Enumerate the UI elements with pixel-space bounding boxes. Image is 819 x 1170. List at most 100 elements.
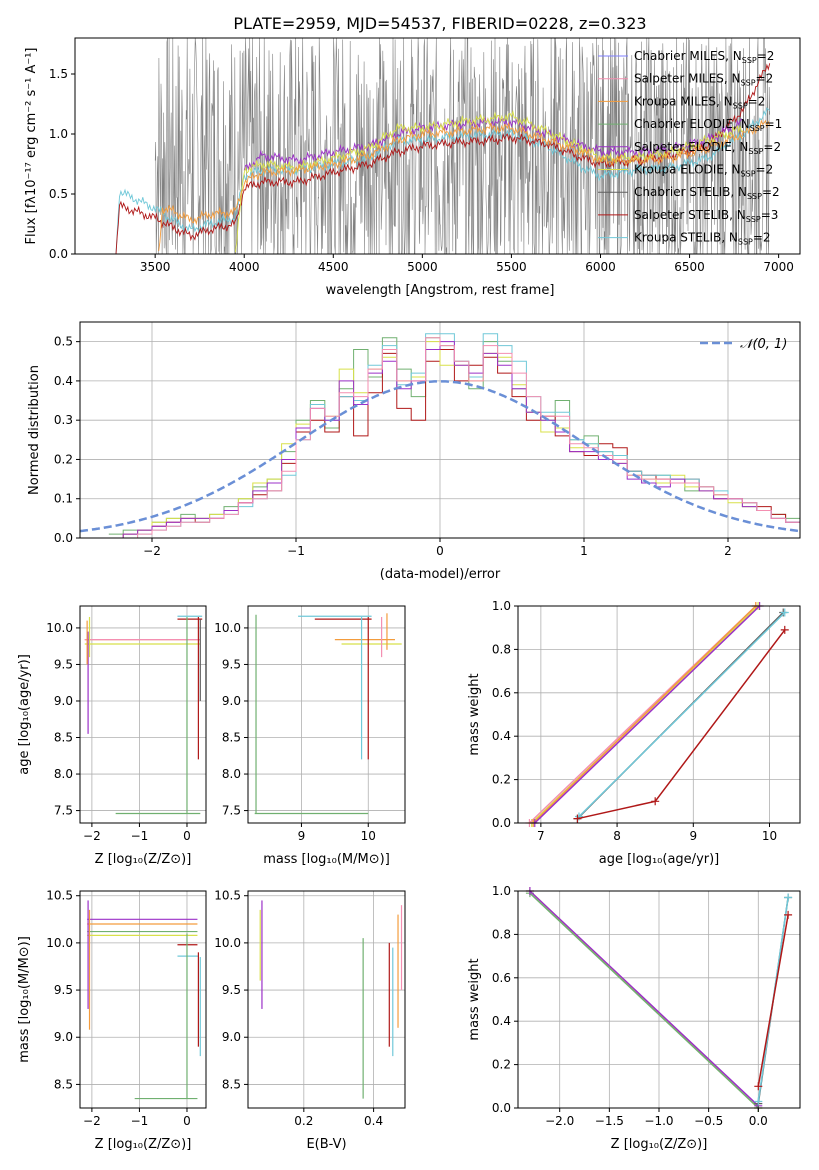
observed-spectrum <box>154 37 770 255</box>
age-vs-z-frame <box>79 605 207 824</box>
legend-count: =2 <box>763 140 781 154</box>
weight-point <box>651 797 660 806</box>
x-tick-label: −1.5 <box>595 1114 624 1128</box>
legend-label: Salpeter STELIB, NSSP=3 <box>634 208 778 224</box>
mass-vs-ebv-frame <box>247 890 406 1109</box>
y-tick-label: 1.5 <box>49 67 68 81</box>
legend-count: =2 <box>756 163 774 177</box>
y-tick-label: 1.0 <box>49 127 68 141</box>
weight-point <box>780 608 789 617</box>
x-tick-label: 3500 <box>140 260 171 274</box>
panel-spectrum: 3500 4000 4500 5000 5500 6000 6500 7000 0.0 0.5 1.… <box>24 37 801 298</box>
spectrum-models <box>115 63 771 255</box>
mass-vs-z-frame <box>79 890 207 1109</box>
legend-count: =3 <box>761 208 779 222</box>
gaussian-curve <box>79 380 801 533</box>
weight-point <box>754 1082 763 1091</box>
y-tick-label: 9.5 <box>222 657 241 671</box>
y-tick-label: 1.0 <box>492 884 511 898</box>
spectrum-observed <box>154 37 770 255</box>
y-tick-label: 0.6 <box>492 686 511 700</box>
x-tick-label: 7000 <box>763 260 794 274</box>
y-tick-label: 7.5 <box>222 804 241 818</box>
weight-line-chabrier-elodie <box>529 892 759 1109</box>
y-tick-label: 0.2 <box>54 452 73 466</box>
x-tick-label: 0.2 <box>294 1114 313 1128</box>
x-tick-label: 8 <box>613 829 621 843</box>
x-tick-label: 10 <box>762 829 777 843</box>
y-tick-label: 10.5 <box>46 889 73 903</box>
y-tick-label: 0.1 <box>54 492 73 506</box>
legend-sub: SSP <box>750 124 765 133</box>
legend-label: Kroupa MILES, NSSP=2 <box>634 94 765 110</box>
model-line-salpeter-elodie <box>243 115 744 171</box>
y-tick-label: 0.4 <box>492 1014 511 1028</box>
legend-sub: SSP <box>733 101 748 110</box>
legend-sub: SSP <box>741 79 756 88</box>
y-tick-label: 0.5 <box>54 335 73 349</box>
x-tick-label: −2 <box>143 544 161 558</box>
gaussian-legend-label: 𝒩(0, 1) <box>740 337 787 352</box>
y-tick-label: 10.0 <box>214 936 241 950</box>
y-tick-label: 0.8 <box>492 642 511 656</box>
legend-count: =2 <box>748 94 766 108</box>
legend-label: Kroupa STELIB, NSSP=2 <box>634 231 771 247</box>
panel-mass-vs-z: −2 −1 0 8.5 9.0 9.5 10.0 10.5 Z [log₁₀(Z/Z⊙)] mas… <box>17 889 207 1152</box>
y-tick-label: 0.6 <box>492 971 511 985</box>
mass-vs-ebv-grid <box>248 891 405 1108</box>
x-tick-label: 0 <box>183 1114 191 1128</box>
y-tick-label: 0.8 <box>492 927 511 941</box>
mass-weight-vs-age-marks <box>525 602 789 827</box>
age-vs-z-marks <box>84 615 203 815</box>
mass-vs-z-marks <box>87 900 201 1100</box>
hist-salpeter-stelib <box>108 349 800 539</box>
y-tick-label: 0.5 <box>49 187 68 201</box>
spectrum-xlabel: wavelength [Angstrom, rest frame] <box>326 283 555 298</box>
legend-count: =2 <box>762 185 780 199</box>
x-tick-label: −2 <box>83 829 101 843</box>
y-tick-label: 0.4 <box>54 374 73 388</box>
model-line-kroupa-miles <box>158 119 771 252</box>
legend-sub: SSP <box>746 215 761 224</box>
panel-mass-weight-vs-age: 7 8 9 10 0.0 0.2 0.4 0.6 0.8 1.0 age [log₁₀(age/yr… <box>467 599 801 867</box>
spectrum-ylabel: Flux [fλ10⁻¹⁷ erg cm⁻² s⁻¹ A⁻¹] <box>24 48 39 245</box>
x-tick-label: 0.0 <box>749 1114 768 1128</box>
y-tick-label: 0.3 <box>54 413 73 427</box>
y-tick-label: 7.5 <box>54 804 73 818</box>
legend-count: =1 <box>765 117 783 131</box>
mass-weight-vs-age-xlabel: age [log₁₀(age/yr)] <box>599 852 720 867</box>
x-tick-label: −1 <box>131 1114 149 1128</box>
y-tick-label: 10.0 <box>46 936 73 950</box>
x-tick-label: 4500 <box>318 260 349 274</box>
x-tick-label: 0 <box>436 544 444 558</box>
weight-point <box>784 910 793 919</box>
y-tick-label: 0.0 <box>49 247 68 261</box>
y-tick-label: 10.0 <box>214 621 241 635</box>
model-line-kroupa-elodie <box>234 109 744 253</box>
x-tick-label: 2 <box>724 544 732 558</box>
x-tick-label: −0.5 <box>694 1114 723 1128</box>
mass-weight-vs-z-xlabel: Z [log₁₀(Z/Z⊙)] <box>611 1137 708 1152</box>
residuals-xlabel: (data-model)/error <box>380 567 501 582</box>
residuals-ticks: −2 −1 0 1 2 0.0 0.1 0.2 0.3 0.4 0.5 <box>54 335 732 558</box>
legend-label: Salpeter ELODIE, NSSP=2 <box>634 140 781 156</box>
panel-age-vs-z: −2 −1 0 7.5 8.0 8.5 9.0 9.5 10.0 Z [log₁₀(Z/Z⊙)] a… <box>17 605 207 867</box>
weight-line-kroupa-miles <box>532 605 757 824</box>
x-tick-label: 7 <box>537 829 545 843</box>
legend-label: Chabrier MILES, NSSP=2 <box>634 49 774 65</box>
x-tick-label: 4000 <box>229 260 260 274</box>
y-tick-label: 10.5 <box>214 889 241 903</box>
legend-count: =2 <box>753 231 771 245</box>
spectrum-frame <box>74 37 801 255</box>
y-tick-label: 0.0 <box>492 816 511 830</box>
mass-weight-vs-age-ticks: 7 8 9 10 0.0 0.2 0.4 0.6 0.8 1.0 <box>492 599 777 843</box>
weight-line-salpeter-stelib <box>577 629 786 820</box>
age-vs-mass-xlabel: mass [log₁₀(M/M⊙)] <box>263 852 390 867</box>
y-tick-label: 0.0 <box>492 1101 511 1115</box>
x-tick-label: −1 <box>287 544 305 558</box>
age-vs-mass-marks <box>254 613 402 815</box>
mass-vs-ebv-xlabel: E(B-V) <box>306 1137 346 1152</box>
age-vs-z-xlabel: Z [log₁₀(Z/Z⊙)] <box>95 852 192 867</box>
spectrum-ticks: 3500 4000 4500 5000 5500 6000 6500 7000 0.0 0.5 1.… <box>49 67 794 274</box>
